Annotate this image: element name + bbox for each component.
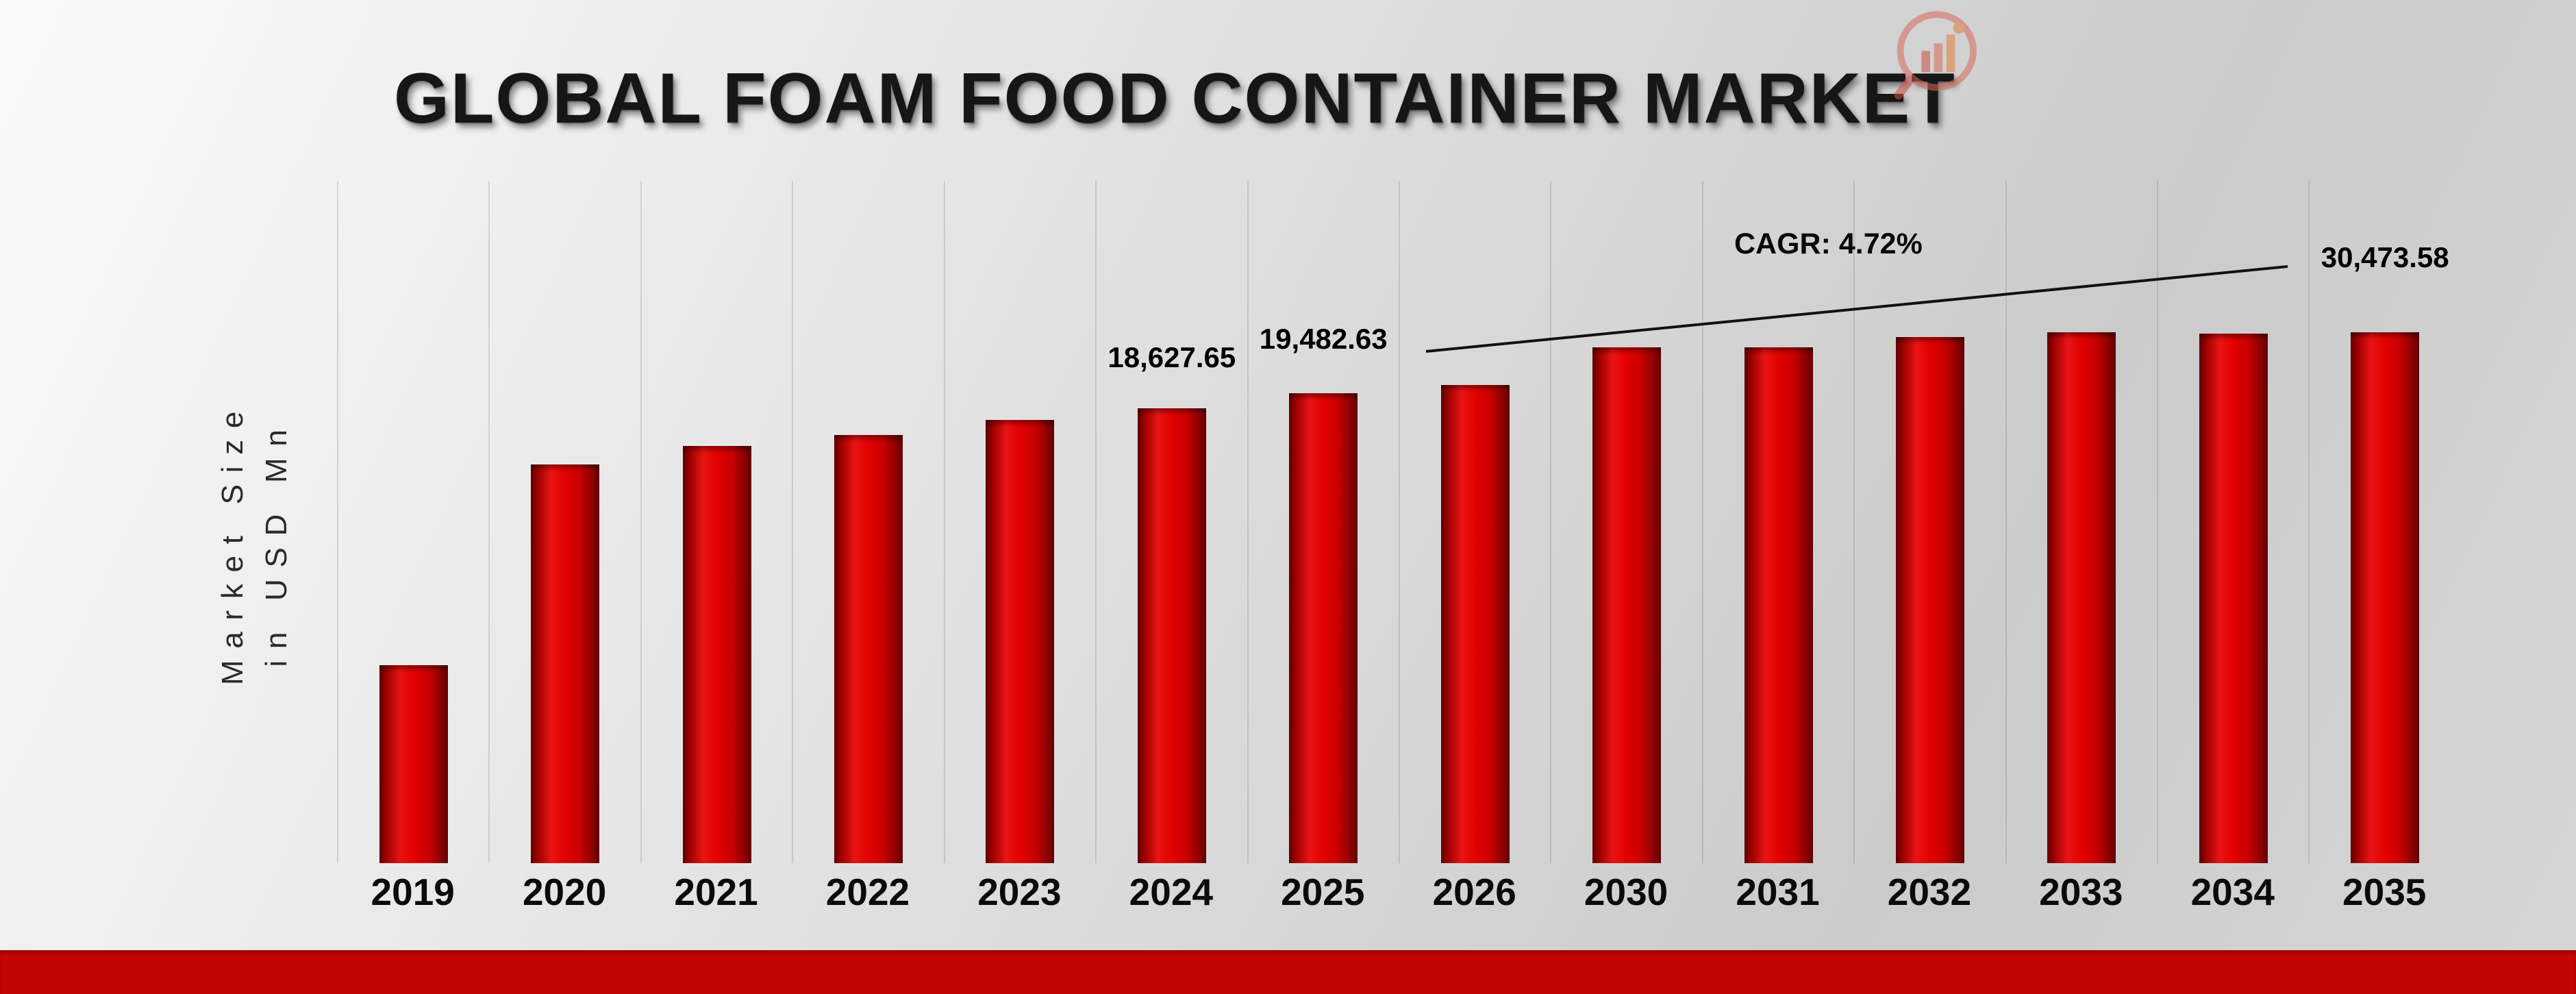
chart-column-2033: 2033 — [2005, 181, 2157, 921]
column-plot-area — [1550, 181, 1701, 863]
chart-column-2023: 2023 — [943, 181, 1095, 921]
bar-2019 — [379, 665, 448, 863]
chart-columns: 2019 2020 2021 2022 2023 18,627.65 2024 19,482.… — [337, 181, 2460, 921]
bar-2020 — [531, 464, 600, 863]
column-plot-area — [1398, 181, 1550, 863]
column-plot-area — [943, 181, 1095, 863]
year-label-2025: 2025 — [1281, 871, 1365, 913]
bar-2032 — [1895, 337, 1964, 863]
year-label-2031: 2031 — [1736, 871, 1820, 913]
year-label-2030: 2030 — [1584, 871, 1668, 913]
bar-2024 — [1137, 408, 1206, 863]
column-plot-area: 19,482.63 — [1247, 181, 1399, 863]
bar-2023 — [986, 420, 1055, 863]
chart-column-2022: 2022 — [792, 181, 943, 921]
year-label-2020: 2020 — [522, 871, 607, 913]
bar-2026 — [1440, 385, 1510, 863]
chart-column-2030: 2030 — [1550, 181, 1701, 921]
year-label-2021: 2021 — [674, 871, 758, 913]
column-plot-area — [2157, 181, 2308, 863]
y-axis-label-line1: Market Size — [216, 399, 250, 686]
year-label-2035: 2035 — [2342, 871, 2427, 913]
year-label-2024: 2024 — [1129, 871, 1213, 913]
column-plot-area: 30,473.58 — [2308, 181, 2460, 863]
chart-column-2019: 2019 — [337, 181, 488, 921]
column-plot-area — [792, 181, 943, 863]
chart-column-2020: 2020 — [488, 181, 640, 921]
value-label-2035: 30,473.58 — [2321, 241, 2449, 273]
y-axis-label-line2: in USD Mn — [260, 418, 293, 667]
bar-2034 — [2199, 334, 2268, 863]
bar-2033 — [2047, 332, 2116, 863]
year-label-2032: 2032 — [1887, 871, 1972, 913]
bar-2031 — [1744, 347, 1813, 863]
year-label-2034: 2034 — [2190, 871, 2275, 913]
bar-2030 — [1592, 347, 1662, 863]
column-plot-area — [640, 181, 792, 863]
year-label-2022: 2022 — [825, 871, 910, 913]
chart-column-2025: 19,482.63 2025 — [1247, 181, 1399, 921]
column-plot-area: 18,627.65 — [1095, 181, 1247, 863]
chart-column-2031: 2031 — [1701, 181, 1853, 921]
cagr-label: CAGR: 4.72% — [1734, 227, 1923, 260]
chart-column-2026: 2026 — [1398, 181, 1550, 921]
chart-column-2021: 2021 — [640, 181, 792, 921]
bar-2021 — [682, 446, 751, 863]
chart-column-2035: 30,473.58 2035 — [2308, 181, 2460, 921]
year-label-2019: 2019 — [371, 871, 455, 913]
y-axis-label: Market Size in USD Mn — [211, 400, 299, 685]
bar-2022 — [834, 435, 903, 863]
chart-column-2024: 18,627.65 2024 — [1095, 181, 1247, 921]
year-label-2023: 2023 — [977, 871, 1062, 913]
bar-2035 — [2351, 332, 2420, 863]
year-label-2033: 2033 — [2039, 871, 2123, 913]
chart-column-2034: 2034 — [2157, 181, 2308, 921]
column-plot-area — [1701, 181, 1853, 863]
value-label-2025: 19,482.63 — [1259, 323, 1388, 355]
chart-area: 2019 2020 2021 2022 2023 18,627.65 2024 19,482.… — [337, 181, 2460, 921]
column-plot-area — [488, 181, 640, 863]
column-plot-area — [1853, 181, 2005, 863]
chart-column-2032: 2032 — [1853, 181, 2005, 921]
footer-accent-bar — [0, 950, 2576, 994]
year-label-2026: 2026 — [1432, 871, 1516, 913]
value-label-2024: 18,627.65 — [1108, 341, 1236, 373]
page-title: GLOBAL FOAM FOOD CONTAINER MARKET — [394, 59, 1956, 138]
bar-2025 — [1289, 393, 1358, 863]
column-plot-area — [337, 181, 488, 863]
column-plot-area — [2005, 181, 2157, 863]
logo-icon — [1887, 7, 1983, 103]
